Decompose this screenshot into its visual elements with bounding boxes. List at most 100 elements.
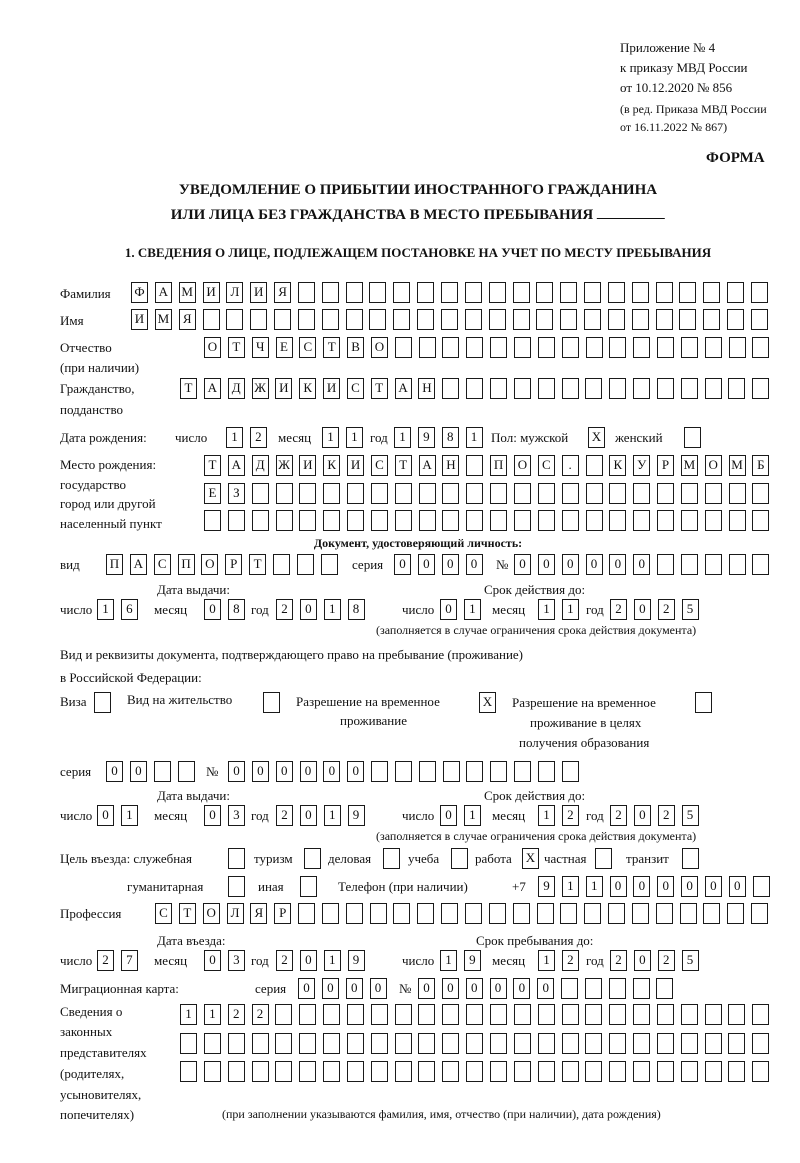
char-box[interactable]: 2 [657,950,675,971]
char-box[interactable] [177,761,195,782]
char-box[interactable] [370,1033,388,1054]
char-box[interactable]: 9 [347,950,365,971]
char-box[interactable]: 1 [440,950,457,971]
char-box[interactable]: О [202,903,220,924]
char-box[interactable] [704,337,722,358]
char-box[interactable]: А [227,455,245,476]
char-box[interactable]: 1 [561,876,579,897]
char-box[interactable] [394,1033,412,1054]
char-box[interactable] [440,309,458,330]
char-box[interactable] [346,1061,364,1082]
char-box[interactable] [94,692,111,713]
char-box[interactable] [585,1004,603,1025]
char-box[interactable] [464,903,482,924]
char-box[interactable]: Л [226,903,244,924]
char-box[interactable] [180,1033,197,1054]
char-box[interactable]: 0 [585,554,603,575]
char-box[interactable]: 0 [298,978,315,999]
char-box[interactable] [537,483,555,504]
char-box[interactable]: 1 [203,1004,221,1025]
char-box[interactable] [347,483,365,504]
char-box[interactable] [752,1033,770,1054]
char-box[interactable]: 1 [463,805,481,826]
char-box[interactable]: 0 [537,978,555,999]
char-box[interactable] [489,1033,507,1054]
char-box[interactable]: Т [180,378,197,399]
char-box[interactable] [536,903,554,924]
char-box[interactable] [609,1061,627,1082]
char-box[interactable] [632,978,650,999]
char-box[interactable]: 0 [489,978,507,999]
char-box[interactable] [466,1033,484,1054]
char-box[interactable]: 0 [633,876,651,897]
char-box[interactable]: Т [204,455,221,476]
char-box[interactable]: 2 [610,950,627,971]
char-box[interactable]: 0 [204,599,221,620]
char-box[interactable] [371,761,389,782]
char-box[interactable] [299,510,317,531]
char-box[interactable] [561,1061,579,1082]
char-box[interactable] [513,1033,531,1054]
char-box[interactable]: П [177,554,195,575]
char-box[interactable]: 0 [394,554,411,575]
char-box[interactable] [584,282,602,303]
char-box[interactable] [490,761,508,782]
char-box[interactable] [227,1061,245,1082]
char-box[interactable] [680,1004,698,1025]
char-box[interactable] [752,510,770,531]
char-box[interactable] [513,510,531,531]
char-box[interactable]: Я [250,903,268,924]
char-box[interactable] [657,510,675,531]
char-box[interactable]: К [609,455,627,476]
char-box[interactable] [631,309,649,330]
char-box[interactable]: П [490,455,508,476]
char-box[interactable] [490,337,508,358]
char-box[interactable]: А [394,378,412,399]
char-box[interactable]: 1 [585,876,603,897]
char-box[interactable] [466,1061,484,1082]
char-box[interactable]: Б [752,455,770,476]
char-box[interactable] [393,309,411,330]
char-box[interactable] [703,282,721,303]
purpose-study-checkbox[interactable] [451,848,468,869]
char-box[interactable] [345,309,363,330]
char-box[interactable] [680,1061,698,1082]
char-box[interactable] [585,1033,603,1054]
char-box[interactable]: 0 [204,950,221,971]
char-box[interactable] [679,309,697,330]
char-box[interactable] [394,483,412,504]
char-box[interactable]: X [479,692,496,713]
char-box[interactable]: 0 [347,761,365,782]
char-box[interactable]: И [275,378,293,399]
char-box[interactable]: 0 [609,876,627,897]
char-box[interactable]: 1 [465,427,483,448]
char-box[interactable] [299,1061,317,1082]
char-box[interactable]: 0 [537,554,555,575]
char-box[interactable] [263,692,280,713]
char-box[interactable]: 8 [347,599,365,620]
char-box[interactable] [275,510,293,531]
char-box[interactable]: 1 [226,427,243,448]
char-box[interactable] [489,1061,507,1082]
char-box[interactable]: И [347,455,365,476]
char-box[interactable] [466,378,484,399]
char-box[interactable]: У [633,455,651,476]
char-box[interactable] [394,761,412,782]
purpose-transit-checkbox[interactable] [682,848,699,869]
char-box[interactable] [227,1033,245,1054]
char-box[interactable] [153,761,171,782]
char-box[interactable] [418,761,436,782]
char-box[interactable]: З [227,483,245,504]
char-box[interactable] [655,903,673,924]
char-box[interactable] [655,309,673,330]
char-box[interactable] [323,1004,341,1025]
char-box[interactable]: 0 [299,761,317,782]
char-box[interactable] [321,903,339,924]
char-box[interactable] [704,378,722,399]
